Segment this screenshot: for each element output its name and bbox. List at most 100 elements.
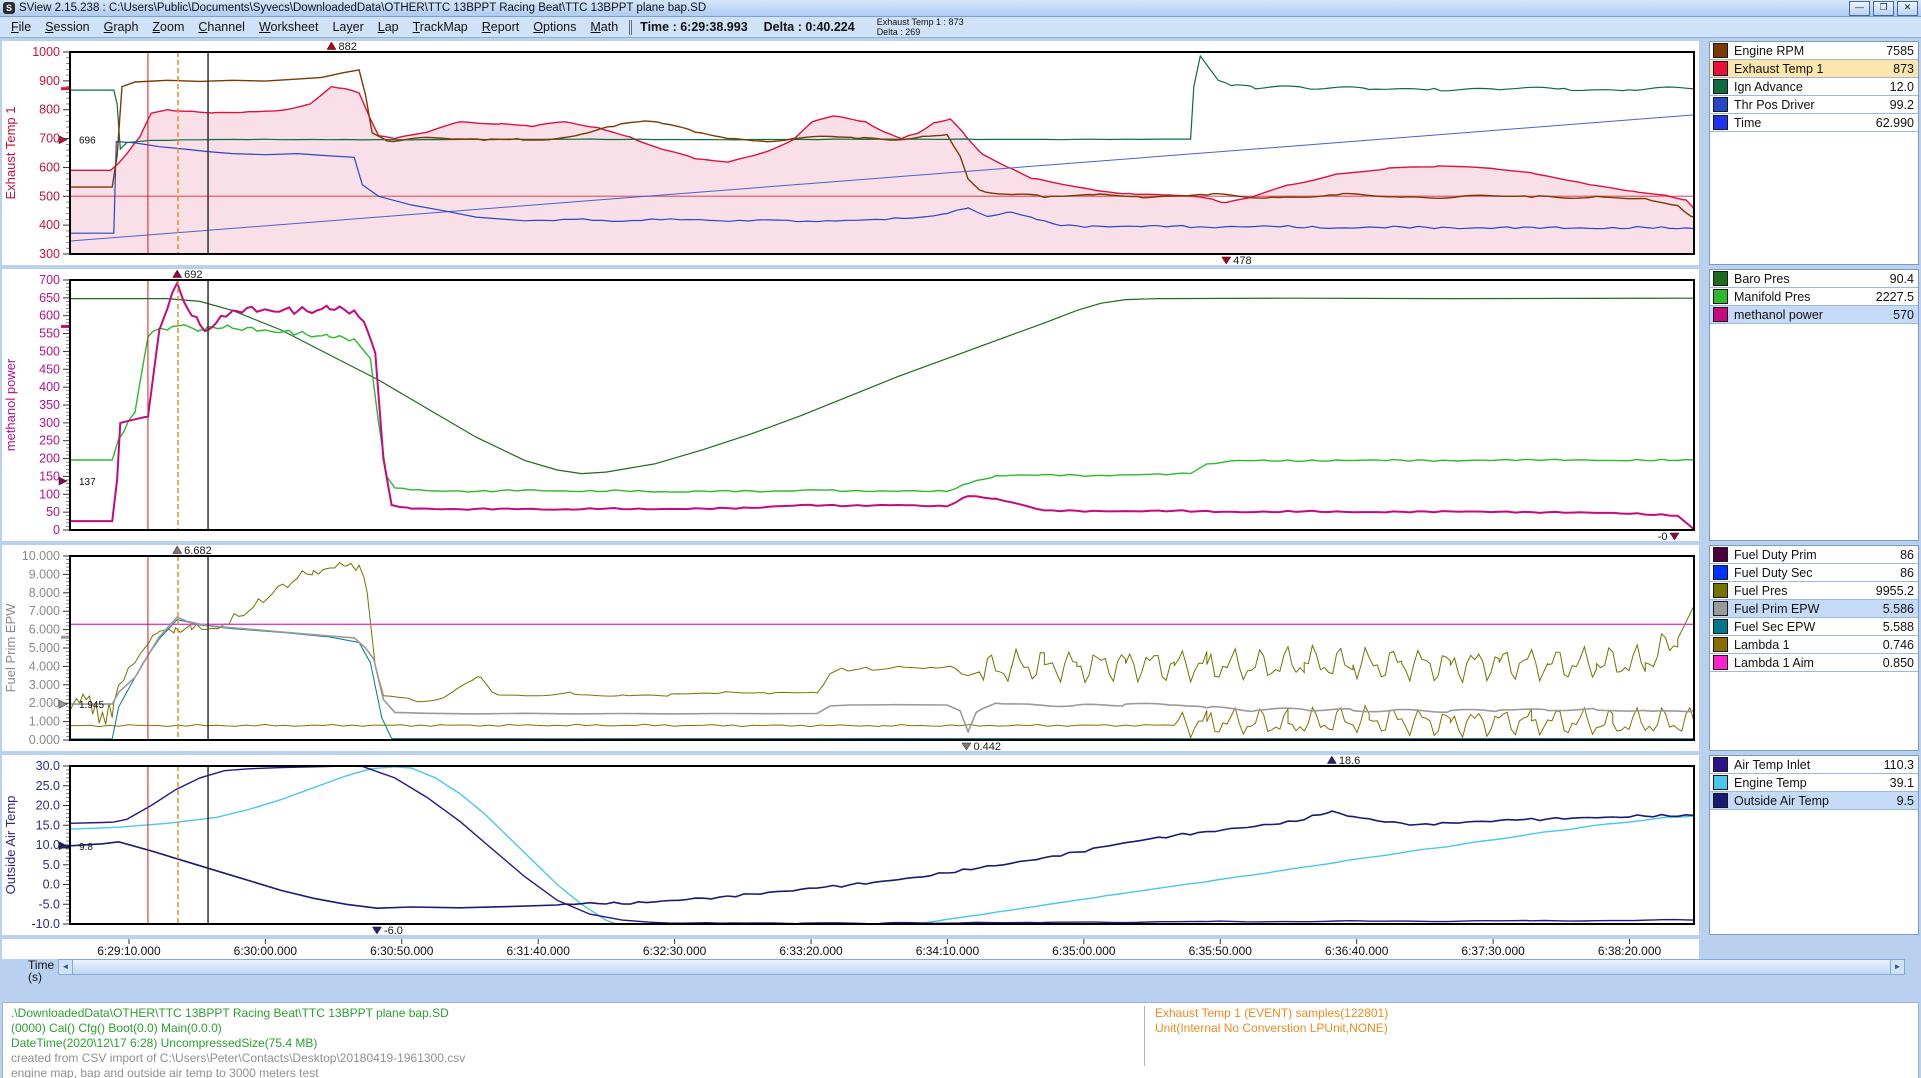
legend-row-engine-temp[interactable]: Engine Temp 39.1 — [1710, 774, 1918, 792]
menu-worksheet[interactable]: Worksheet — [258, 20, 319, 34]
legend-row-exhaust-temp-1[interactable]: Exhaust Temp 1 873 — [1710, 60, 1918, 78]
channel-name: Lambda 1 — [1734, 637, 1790, 652]
channel-value: 110.3 — [1883, 757, 1914, 772]
chart-panel-fuel-prim-epw[interactable]: Fuel Prim EPW 10.000 9.000 8.000 7.000 6.000 5… — [2, 545, 1699, 751]
legend-row-ign-advance[interactable]: Ign Advance 12.0 — [1710, 78, 1918, 96]
channel-color-swatch — [1713, 307, 1728, 322]
channel-color-swatch — [1713, 97, 1728, 112]
menu-report[interactable]: Report — [481, 20, 520, 34]
svg-text:0.000: 0.000 — [29, 733, 60, 747]
menu-separator — [629, 19, 633, 35]
channel-name: Engine RPM — [1734, 43, 1805, 58]
trace-exhaust-temp-1 — [70, 85, 1694, 210]
legend-row-fuel-duty-sec[interactable]: Fuel Duty Sec 86 — [1710, 564, 1918, 582]
left-value-marker: 9.8 — [79, 842, 93, 853]
channel-color-swatch — [1713, 757, 1728, 772]
menu-session[interactable]: Session — [45, 20, 90, 34]
maximize-button[interactable]: ❐ — [1873, 0, 1894, 16]
close-button[interactable]: ✕ — [1897, 0, 1918, 16]
svg-text:50: 50 — [46, 505, 60, 519]
min-value-marker: -6.0 — [384, 925, 403, 935]
scroll-right-arrow-icon[interactable]: ► — [1891, 960, 1904, 974]
chart-panel-methanol-power[interactable]: methanol power70065060055050045040035030… — [2, 269, 1699, 541]
channel-color-swatch — [1713, 619, 1728, 634]
svg-text:250: 250 — [39, 434, 60, 448]
legend-row-fuel-sec-epw[interactable]: Fuel Sec EPW 5.588 — [1710, 618, 1918, 636]
chart-panel-outside-air-temp[interactable]: Outside Air Temp 30.0 25.0 20.0 15.0 10.0 5.0 0… — [2, 755, 1699, 935]
trace-outside-air-temp — [70, 810, 1694, 910]
window-title: SView 2.15.238 : C:\Users\Public\Documen… — [19, 2, 707, 14]
legend-row-fuel-prim-epw[interactable]: Fuel Prim EPW 5.586 — [1710, 600, 1918, 618]
menu-file[interactable]: File — [11, 20, 32, 34]
legend-row-fuel-duty-prim[interactable]: Fuel Duty Prim 86 — [1710, 546, 1918, 564]
channel-name: Lambda 1 Aim — [1734, 655, 1814, 670]
svg-text:0: 0 — [53, 523, 60, 537]
time-axis: 6:29:10.000 6:30:00.000 6:30:50.000 6:31:40… — [2, 939, 1699, 959]
minimize-button[interactable]: — — [1849, 0, 1870, 16]
cal-info-line: (0000) Cal() Cfg() Boot(0.0) Main(0.0.0) — [11, 1021, 222, 1035]
chart-panel-exhaust-temp-1[interactable]: Exhaust Temp 1 1000 900 800 700 600 500 400 300 6… — [2, 41, 1699, 265]
menu-graph[interactable]: Graph — [103, 20, 139, 34]
channel-color-swatch — [1713, 583, 1728, 598]
channel-name: Thr Pos Driver — [1734, 97, 1815, 112]
menu-channel[interactable]: Channel — [198, 20, 245, 34]
channel-name: Time — [1734, 115, 1762, 130]
channel-value: 570 — [1893, 307, 1914, 322]
svg-text:400: 400 — [39, 380, 60, 394]
legend-row-outside-air-temp[interactable]: Outside Air Temp 9.5 — [1710, 792, 1918, 810]
menu-trackmap[interactable]: TrackMap — [412, 20, 468, 34]
legend-row-air-temp-inlet[interactable]: Air Temp Inlet 110.3 — [1710, 756, 1918, 774]
legend-row-lambda-1[interactable]: Lambda 1 0.746 — [1710, 636, 1918, 654]
menu-lap[interactable]: Lap — [377, 20, 399, 34]
left-value-marker: 137 — [79, 477, 96, 488]
legend-row-engine-rpm[interactable]: Engine RPM 7585 — [1710, 42, 1918, 60]
time-tick-label: 6:30:50.000 — [370, 944, 434, 958]
menu-options[interactable]: Options — [533, 20, 577, 34]
menu-layer[interactable]: Layer — [332, 20, 364, 34]
menu-zoom[interactable]: Zoom — [152, 20, 185, 34]
svg-text:300: 300 — [39, 416, 60, 430]
svg-text:15.0: 15.0 — [36, 818, 60, 832]
channel-value: 99.2 — [1889, 97, 1914, 112]
legend-row-time[interactable]: Time 62.990 — [1710, 114, 1918, 132]
selected-channel-readout: Exhaust Temp 1 : 873 Delta : 269 — [877, 17, 964, 37]
svg-text:6.000: 6.000 — [29, 623, 60, 637]
legend-group-4: Air Temp Inlet 110.3 Engine Temp 39.1 Outsid… — [1709, 755, 1919, 935]
y-axis-title: methanol power — [3, 358, 18, 451]
legend-row-baro-pres[interactable]: Baro Pres 90.4 — [1710, 270, 1918, 288]
channel-name: Exhaust Temp 1 — [1734, 61, 1824, 76]
datetime-line: DateTime(2020\12\17 6:28) UncompressedSi… — [11, 1036, 318, 1050]
channel-name: Air Temp Inlet — [1734, 757, 1811, 772]
trace-engine-temp — [70, 766, 1694, 924]
channel-value: 5.588 — [1882, 619, 1914, 634]
trace-engine-rpm — [70, 69, 1694, 218]
legend-row-thr-pos-driver[interactable]: Thr Pos Driver 99.2 — [1710, 96, 1918, 114]
scrollbar-thumb[interactable] — [72, 960, 1891, 974]
svg-text:-10.0: -10.0 — [32, 917, 61, 931]
svg-text:700: 700 — [39, 273, 60, 287]
svg-text:200: 200 — [39, 452, 60, 466]
csv-import-line: created from CSV import of C:\Users\Pete… — [11, 1051, 466, 1065]
channel-name: Fuel Sec EPW — [1734, 619, 1816, 634]
horizontal-scrollbar[interactable]: ◄ ► — [58, 959, 1905, 975]
selected-channel-value: Exhaust Temp 1 : 873 — [876, 17, 964, 27]
max-value-marker: 18.6 — [1339, 755, 1360, 767]
time-tick-label: 6:35:00.000 — [1052, 944, 1116, 958]
title-bar: S SView 2.15.238 : C:\Users\Public\Docum… — [0, 0, 1921, 17]
y-axis-title: Fuel Prim EPW — [3, 603, 18, 693]
legend-row-manifold-pres[interactable]: Manifold Pres 2227.5 — [1710, 288, 1918, 306]
trace-air-temp-inlet — [70, 766, 1694, 924]
legend-row-methanol-power[interactable]: methanol power 570 — [1710, 306, 1918, 324]
menu-math[interactable]: Math — [590, 20, 619, 34]
channel-value: 873 — [1893, 61, 1914, 76]
cursor-time-readout: Time : 6:29:38.993 — [640, 20, 748, 34]
time-tick-label: 6:33:20.000 — [779, 944, 843, 958]
svg-text:30.0: 30.0 — [36, 759, 60, 773]
channel-value: 86 — [1900, 547, 1914, 562]
legend-row-lambda-1-aim[interactable]: Lambda 1 Aim 0.850 — [1710, 654, 1918, 672]
svg-text:25.0: 25.0 — [36, 779, 60, 793]
legend-row-fuel-pres[interactable]: Fuel Pres 9955.2 — [1710, 582, 1918, 600]
channel-info-block: Exhaust Temp 1 (EVENT) samples(122801) U… — [1155, 1006, 1388, 1036]
scroll-left-arrow-icon[interactable]: ◄ — [59, 960, 72, 974]
time-tick-label: 6:34:10.000 — [916, 944, 980, 958]
